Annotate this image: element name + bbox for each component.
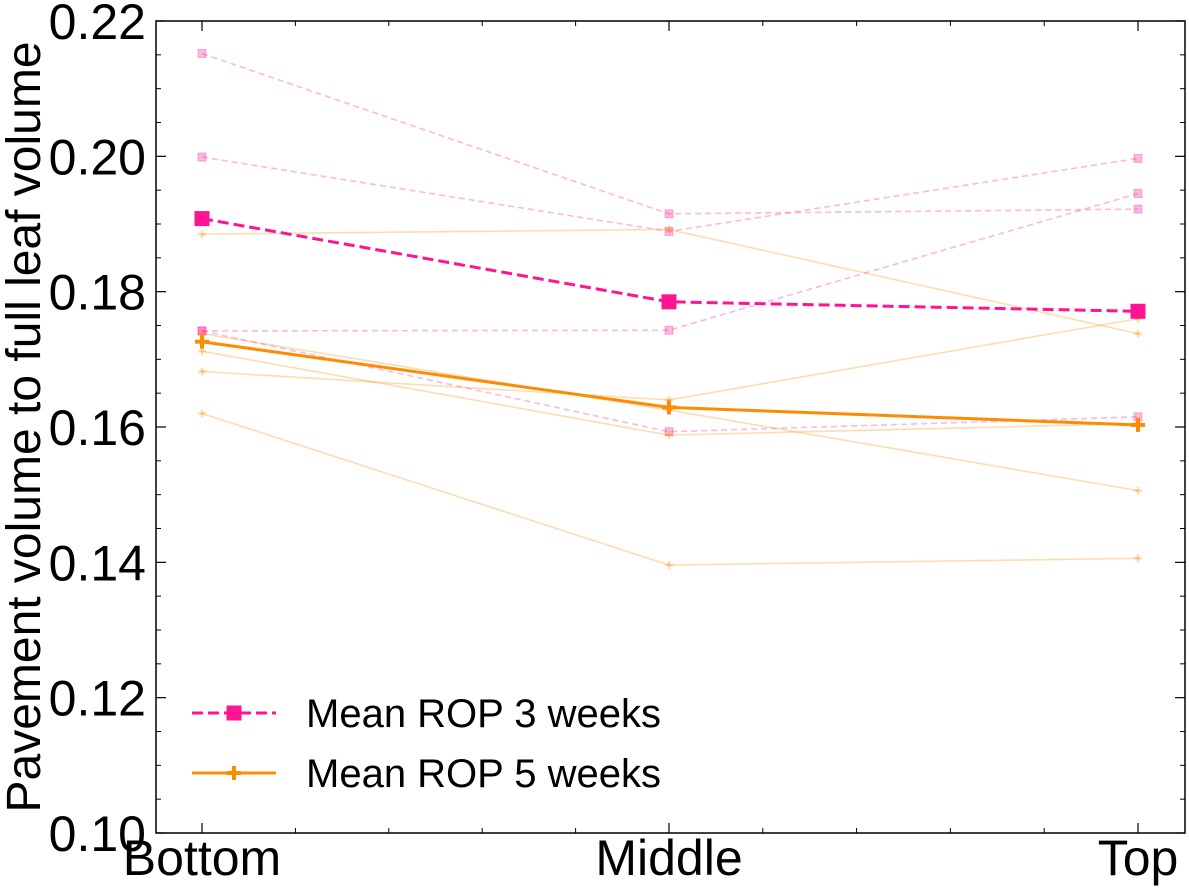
data-point: [665, 225, 673, 234]
data-point: [665, 561, 673, 570]
data-point: [1133, 153, 1143, 163]
y-tick-label: 0.22: [49, 0, 146, 50]
legend-label: Mean ROP 5 weeks: [306, 752, 661, 796]
mean-series: [195, 334, 1145, 432]
data-point: [664, 427, 674, 437]
data-point: [1133, 204, 1143, 214]
data-point: [197, 48, 207, 58]
legend: Mean ROP 3 weeks Mean ROP 5 weeks: [192, 692, 661, 796]
data-point: [1134, 554, 1142, 563]
x-tick-label: Bottom: [123, 830, 281, 886]
y-tick-label: 0.20: [49, 129, 146, 185]
individual-series: [197, 48, 1143, 219]
mean-series: [194, 211, 1146, 319]
axis-ticks: [156, 20, 1185, 834]
data-point: [664, 226, 674, 236]
axis-tick-labels: 0.10 0.12 0.14 0.16 0.18 0.20 0.22 Bottom Middle…: [49, 0, 1179, 886]
individual-series: [197, 152, 1143, 236]
data-point: [198, 409, 206, 418]
plot-marks: [194, 48, 1146, 570]
individual-series: [198, 225, 1142, 338]
series-line: [201, 228, 1139, 335]
series-line: [201, 412, 1139, 566]
x-tick-label: Top: [1098, 830, 1179, 886]
legend-marker: [226, 705, 242, 721]
data-point: [662, 400, 676, 415]
y-tick-label: 0.16: [49, 400, 146, 456]
data-point: [1134, 329, 1142, 338]
x-tick-label: Middle: [595, 830, 742, 886]
series-line: [201, 317, 1139, 401]
legend-label: Mean ROP 3 weeks: [306, 692, 661, 736]
data-point: [1134, 486, 1142, 495]
data-point: [661, 294, 677, 310]
legend-entry: Mean ROP 5 weeks: [192, 752, 661, 796]
data-point: [1130, 303, 1146, 319]
y-axis-title: Pavement volume to full leaf volume: [0, 41, 51, 812]
data-point: [1131, 417, 1145, 432]
data-point: [664, 325, 674, 335]
data-point: [195, 334, 209, 349]
y-tick-label: 0.14: [49, 535, 146, 591]
data-point: [197, 152, 207, 162]
data-point: [198, 230, 206, 239]
individual-series: [197, 189, 1143, 336]
legend-entry: Mean ROP 3 weeks: [192, 692, 661, 736]
data-point: [194, 211, 210, 227]
y-tick-label: 0.12: [49, 671, 146, 727]
series-line: [201, 156, 1139, 233]
data-point: [665, 431, 673, 440]
data-point: [664, 209, 674, 219]
y-tick-label: 0.18: [49, 265, 146, 321]
series-line: [201, 192, 1139, 332]
data-point: [1133, 189, 1143, 199]
series-line: [201, 330, 1139, 433]
series-line: [201, 52, 1139, 215]
data-point: [198, 367, 206, 376]
y-tick-label: 0.10: [49, 806, 146, 862]
series-line: [201, 350, 1139, 436]
individual-series: [198, 409, 1142, 570]
legend-marker: [227, 766, 241, 780]
